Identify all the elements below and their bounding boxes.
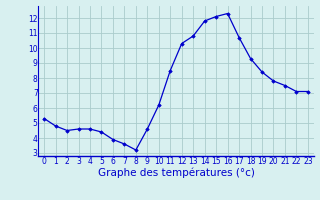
X-axis label: Graphe des températures (°c): Graphe des températures (°c) — [98, 167, 254, 178]
